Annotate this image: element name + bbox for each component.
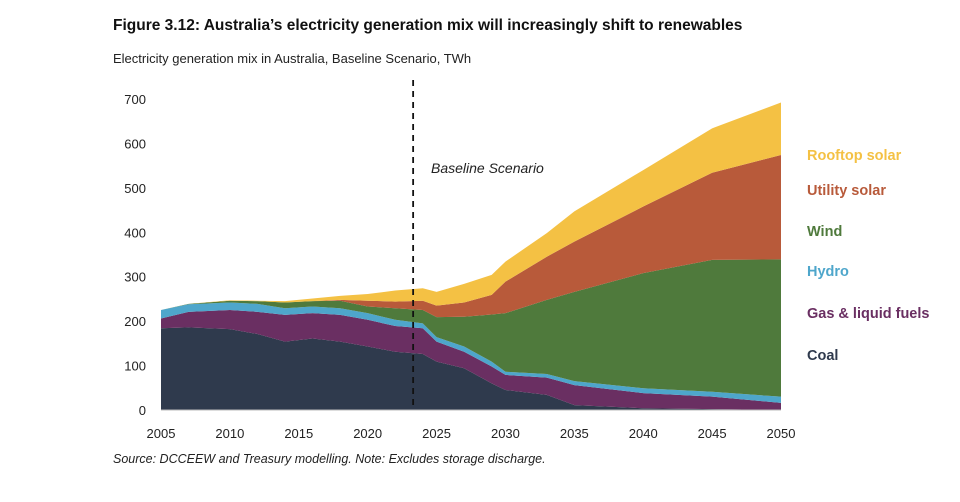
- x-tick-label: 2050: [767, 426, 796, 441]
- x-tick-label: 2040: [629, 426, 658, 441]
- x-tick-label: 2025: [422, 426, 451, 441]
- area-wind: [161, 259, 781, 397]
- x-tick-label: 2015: [284, 426, 313, 441]
- legend-entry: Rooftop solar: [807, 148, 902, 164]
- chart-subtitle: Electricity generation mix in Australia,…: [113, 51, 472, 66]
- x-tick-label: 2005: [147, 426, 176, 441]
- area-hydro: [161, 302, 781, 403]
- y-tick-label: 100: [124, 359, 146, 374]
- legend-entry: Hydro: [807, 264, 849, 280]
- x-tick-label: 2020: [353, 426, 382, 441]
- y-tick-label: 0: [139, 403, 146, 418]
- legend-entry: Coal: [807, 348, 838, 364]
- y-tick-label: 700: [124, 92, 146, 107]
- legend-entry: Gas & liquid fuels: [807, 306, 929, 322]
- y-tick-label: 600: [124, 136, 146, 151]
- x-tick-label: 2010: [215, 426, 244, 441]
- legend-entry: Wind: [807, 224, 842, 240]
- x-tick-label: 2045: [698, 426, 727, 441]
- y-tick-label: 200: [124, 314, 146, 329]
- area-utility-solar: [161, 154, 781, 318]
- x-tick-label: 2030: [491, 426, 520, 441]
- y-tick-label: 400: [124, 225, 146, 240]
- area-gas-liquid-fuels: [161, 310, 781, 410]
- area-coal: [161, 327, 781, 410]
- y-tick-label: 300: [124, 270, 146, 285]
- x-tick-label: 2035: [560, 426, 589, 441]
- chart-title: Figure 3.12: Australia’s electricity gen…: [113, 17, 743, 34]
- baseline-scenario-annotation: Baseline Scenario: [431, 160, 544, 176]
- legend-entry: Utility solar: [807, 183, 886, 199]
- chart-source: Source: DCCEEW and Treasury modelling. N…: [113, 452, 546, 466]
- y-tick-label: 500: [124, 181, 146, 196]
